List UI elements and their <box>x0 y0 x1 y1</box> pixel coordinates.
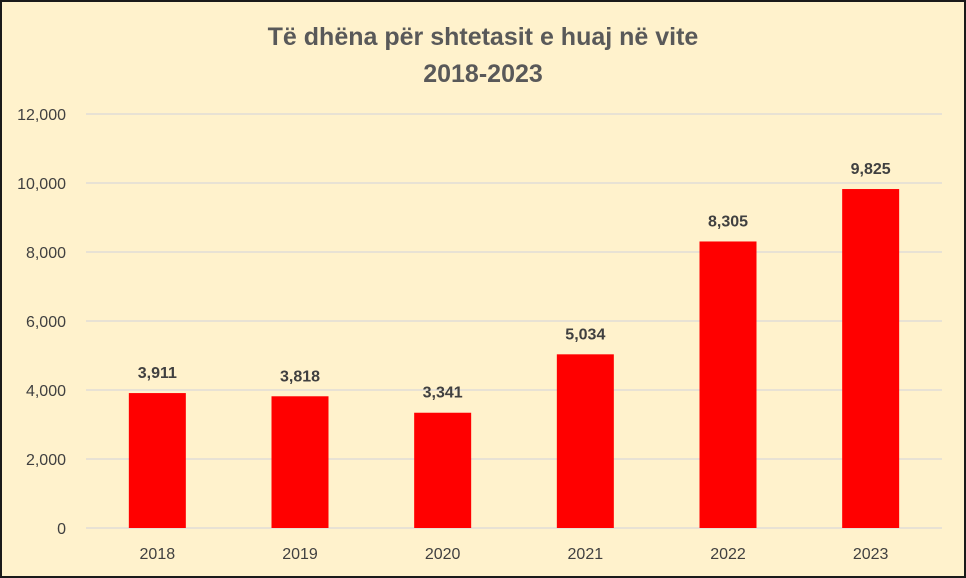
x-tick-label: 2020 <box>425 546 461 563</box>
y-tick-label: 12,000 <box>17 107 66 124</box>
bar <box>271 396 329 528</box>
data-label: 3,911 <box>138 365 177 382</box>
data-labels: 3,911 3,818 3,341 5,034 8,305 9,825 <box>138 161 891 402</box>
chart-title: Të dhëna për shtetasit e huaj në vite <box>268 23 699 51</box>
y-tick-label: 2,000 <box>26 452 66 469</box>
data-label: 3,341 <box>423 385 463 402</box>
y-tick-label: 6,000 <box>26 314 66 331</box>
bar <box>842 189 900 528</box>
x-tick-label: 2022 <box>710 546 746 563</box>
y-tick-label: 8,000 <box>26 245 66 262</box>
x-tick-label: 2018 <box>140 546 176 563</box>
x-axis-ticks: 2018 2019 2020 2021 2022 2023 <box>140 546 889 563</box>
x-tick-label: 2019 <box>282 546 318 563</box>
bar <box>699 241 757 529</box>
data-label: 3,818 <box>280 368 320 385</box>
bar <box>128 393 186 528</box>
y-tick-label: 4,000 <box>26 383 66 400</box>
y-tick-label: 0 <box>57 521 66 538</box>
x-tick-label: 2021 <box>568 546 604 563</box>
data-label: 8,305 <box>708 213 748 230</box>
y-axis-ticks: 0 2,000 4,000 6,000 8,000 10,000 12,000 <box>17 107 66 538</box>
data-label: 5,034 <box>565 326 605 343</box>
chart-subtitle: 2018-2023 <box>423 60 543 88</box>
gridlines <box>86 113 942 529</box>
y-tick-label: 10,000 <box>17 176 66 193</box>
bar <box>556 354 614 528</box>
bar <box>414 412 472 528</box>
x-tick-label: 2023 <box>853 546 889 563</box>
bars <box>128 189 900 529</box>
data-label: 9,825 <box>851 161 891 178</box>
